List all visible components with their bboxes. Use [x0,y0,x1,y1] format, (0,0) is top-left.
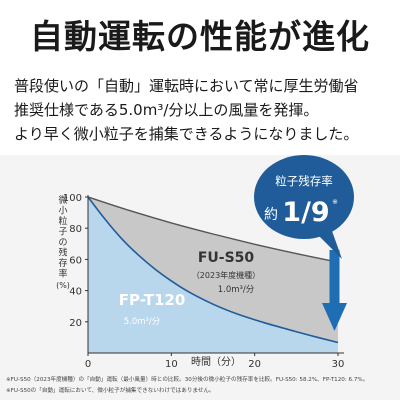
y-axis-title-char: 率 [58,268,67,280]
description-line-3: より早く微小粒子を捕集できるようになりました。 [14,125,359,143]
callout-value: 1/9 [282,197,329,228]
y-axis-title: 微小粒子の残存率 [58,194,67,280]
y-axis-title-char: 残 [58,247,67,259]
fp-t120-line [87,196,339,344]
fu-s50-line [87,196,339,263]
callout-prefix: 約 [264,207,278,223]
y-axis-title-char: の [58,238,67,248]
callout-title: 粒子残存率 [275,174,333,188]
fu-s50-series-name: FU-S50 [198,250,255,266]
y-tick-label: 80 [69,224,82,235]
callout-tail [318,231,342,259]
description: 普段使いの「自動」運転時において常に厚生労働省 推奨仕様である5.0m³/分以上… [14,74,394,146]
fp-t120-airflow: 5.0m³/分 [124,317,161,327]
y-axis-title-char: 子 [58,227,67,238]
fp-t120-series-name: FP-T120 [119,291,186,309]
y-tick-label: 20 [69,318,82,329]
y-tick-label: 100 [63,193,82,204]
description-line-2: 推奨仕様である5.0m³/分以上の風量を発揮。 [14,101,319,119]
x-tick-label: 0 [85,359,91,370]
callout-badge: 粒子残存率 約 1/9 ※ [254,155,354,259]
footnote-1: ※FU-S50（2023年度機種）の「自動」運転（最小風量）時との比較。30分後… [6,377,369,383]
description-line-1: 普段使いの「自動」運転時において常に厚生労働省 [14,77,359,95]
callout-bubble [254,155,354,239]
fu-s50-airflow: 1.0m³/分 [218,285,255,295]
y-axis-unit: (%) [56,281,70,290]
callout-mark: ※ [332,198,338,206]
x-axis-title: 時間（分） [191,356,241,368]
y-axis-title-char: 微 [58,194,67,206]
y-axis-title-char: 小 [58,206,67,217]
y-axis-title-char: 存 [58,257,67,269]
arrow-shaft [329,250,340,305]
arrow-head [322,303,347,331]
x-tick-label: 30 [332,359,345,370]
y-tick-label: 40 [69,287,82,298]
headline: 自動運転の性能が進化 [30,17,370,56]
x-tick-label: 20 [248,359,261,370]
chart-svg: 微小粒子の残存率 (%) 20 40 60 80 100 0 10 20 30 時間（分） FU… [56,155,354,370]
footnote-2: ※FU-S50の「自動」運転において、微小粒子が捕集できないわけではありません。 [6,388,215,394]
improvement-arrow [322,250,347,331]
chart-panel: 微小粒子の残存率 (%) 20 40 60 80 100 0 10 20 30 時間（分） FU… [0,155,400,400]
y-axis-title-char: 粒 [58,215,67,227]
fp-t120-area [88,197,338,353]
y-tick-label: 60 [69,255,82,266]
fu-s50-series-note: （2023年度機種） [192,270,260,280]
x-tick-label: 10 [165,359,178,370]
